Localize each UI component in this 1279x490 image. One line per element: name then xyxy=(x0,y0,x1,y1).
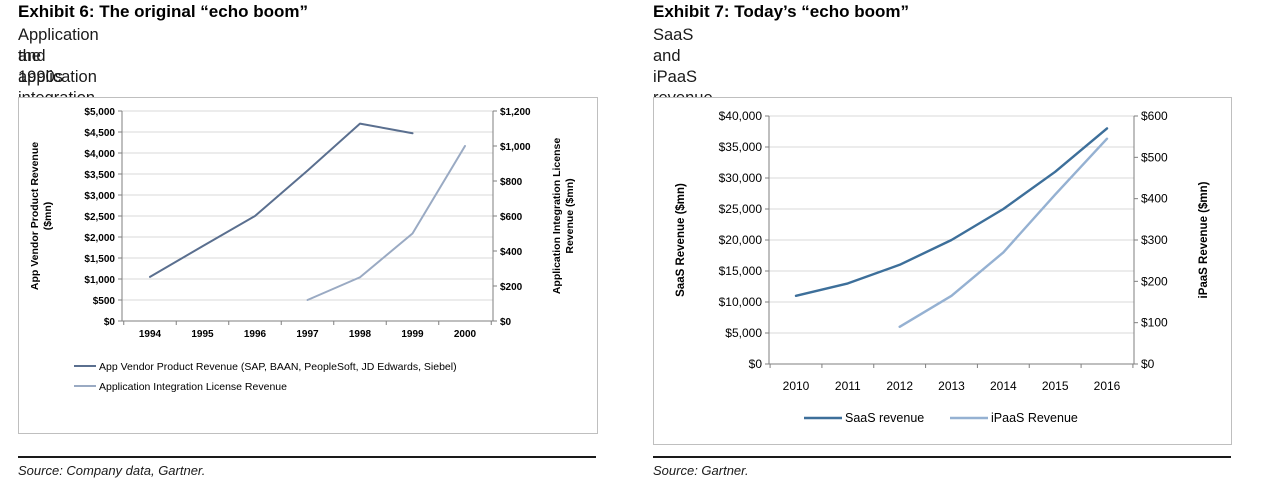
x-tick-label: 2016 xyxy=(1094,379,1121,393)
left-tick-label: $25,000 xyxy=(719,202,763,216)
x-tick-label: 1996 xyxy=(244,329,267,340)
exhibit-6-subtitle-line2: the 1990s xyxy=(18,47,63,86)
left-tick-label: $2,000 xyxy=(84,233,115,244)
right-tick-label: $100 xyxy=(1141,316,1168,330)
left-tick-label: $4,500 xyxy=(84,128,115,139)
left-tick-label: $0 xyxy=(749,357,763,371)
series-line-1 xyxy=(149,122,414,278)
exhibit-6-chart-frame: $0 $500 $1,000 $1,500 $2,000 $2,500 $3,000 $3,5… xyxy=(18,97,598,434)
left-tick-label: $35,000 xyxy=(719,140,763,154)
x-tick-label: 1995 xyxy=(191,329,214,340)
left-tick-label: $2,500 xyxy=(84,212,115,223)
left-tick-label: $1,000 xyxy=(84,275,115,286)
x-tick-label: 2013 xyxy=(938,379,965,393)
left-tick-label: $20,000 xyxy=(719,233,763,247)
x-tick-label: 2015 xyxy=(1042,379,1069,393)
exhibit-7-divider xyxy=(653,456,1231,458)
exhibit-7-title: Exhibit 7: Today’s “echo boom” xyxy=(653,2,909,21)
left-tick-label: $40,000 xyxy=(719,109,763,123)
series-line-2 xyxy=(306,145,466,301)
exhibit-6-title: Exhibit 6: The original “echo boom” xyxy=(18,2,308,21)
right-tick-label: $300 xyxy=(1141,233,1168,247)
legend-label-2: iPaaS Revenue xyxy=(991,411,1078,425)
x-tick-label: 2012 xyxy=(886,379,913,393)
right-tick-label: $400 xyxy=(500,247,523,258)
left-tick-label: $0 xyxy=(104,317,116,328)
right-tick-label: $1,000 xyxy=(500,142,531,153)
right-tick-label: $400 xyxy=(1141,192,1168,206)
right-tick-label: $0 xyxy=(1141,357,1155,371)
exhibit-6-chart: $0 $500 $1,000 $1,500 $2,000 $2,500 $3,000 $3,5… xyxy=(29,107,576,393)
left-axis-title: App Vendor Product Revenue($mn) xyxy=(29,142,54,290)
x-tick-label: 1994 xyxy=(139,329,162,340)
left-tick-label: $1,500 xyxy=(84,254,115,265)
exhibit-6-divider xyxy=(18,456,596,458)
right-tick-label: $800 xyxy=(500,177,523,188)
series-line-2 xyxy=(898,137,1109,329)
right-tick-label: $600 xyxy=(1141,109,1168,123)
right-axis-title: Application Integration LicenseRevenue (… xyxy=(551,138,576,295)
right-axis-title: iPaaS Revenue ($mn) xyxy=(1198,181,1210,298)
x-tick-label: 1998 xyxy=(349,329,372,340)
left-tick-label: $15,000 xyxy=(719,264,763,278)
x-tick-label: 1997 xyxy=(296,329,319,340)
exhibit-7-source: Source: Gartner. xyxy=(653,463,749,478)
left-axis-title: SaaS Revenue ($mn) xyxy=(675,183,687,297)
exhibit-6-source: Source: Company data, Gartner. xyxy=(18,463,206,478)
legend-label-1: App Vendor Product Revenue (SAP, BAAN, P… xyxy=(99,361,457,373)
left-tick-label: $4,000 xyxy=(84,149,115,160)
right-tick-label: $500 xyxy=(1141,150,1168,164)
x-tick-label: 1999 xyxy=(401,329,424,340)
exhibit-7-chart-frame: $0 $5,000 $10,000 $15,000 $20,000 $25,000 $30,… xyxy=(653,97,1232,445)
left-tick-label: $500 xyxy=(93,296,116,307)
left-tick-label: $5,000 xyxy=(725,326,762,340)
right-tick-label: $200 xyxy=(1141,274,1168,288)
left-tick-label: $30,000 xyxy=(719,171,763,185)
left-tick-label: $3,000 xyxy=(84,191,115,202)
right-tick-label: $1,200 xyxy=(500,107,531,118)
x-tick-label: 2011 xyxy=(835,379,861,393)
x-tick-label: 2010 xyxy=(783,379,810,393)
legend-label-2: Application Integration License Revenue xyxy=(99,381,287,393)
legend-label-1: SaaS revenue xyxy=(845,411,924,425)
right-tick-label: $600 xyxy=(500,212,523,223)
right-tick-label: $0 xyxy=(500,317,512,328)
exhibit-7-chart: $0 $5,000 $10,000 $15,000 $20,000 $25,000 $30,… xyxy=(675,109,1210,425)
left-tick-label: $5,000 xyxy=(84,107,115,118)
left-tick-label: $10,000 xyxy=(719,295,763,309)
x-tick-label: 2000 xyxy=(454,329,477,340)
right-tick-label: $200 xyxy=(500,282,523,293)
left-tick-label: $3,500 xyxy=(84,170,115,181)
x-tick-label: 2014 xyxy=(990,379,1017,393)
